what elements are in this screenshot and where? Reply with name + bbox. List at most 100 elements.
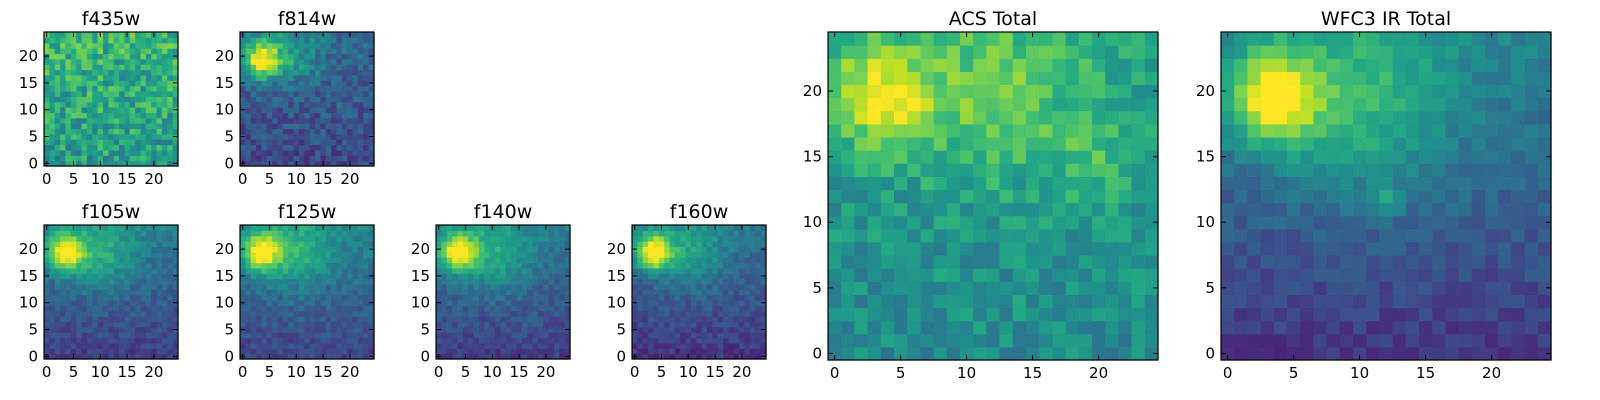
heatmap-cell — [1300, 228, 1314, 243]
heatmap-cell — [325, 257, 332, 264]
heatmap-cell — [240, 321, 246, 328]
heatmap-cell — [1445, 215, 1460, 230]
heatmap-cell — [1445, 333, 1460, 348]
heatmap-cell — [161, 348, 168, 355]
heatmap-cell — [1287, 163, 1301, 177]
heatmap-cell — [76, 251, 83, 258]
heatmap-cell — [494, 289, 501, 296]
heatmap-cell — [973, 202, 987, 217]
heatmap-cell — [266, 337, 273, 344]
heatmap-cell — [113, 101, 120, 108]
heatmap-cell — [462, 348, 469, 355]
heatmap-cell — [368, 112, 375, 119]
heatmap-cell — [245, 251, 252, 258]
heatmap-cell — [65, 80, 72, 87]
heatmap-cell — [527, 348, 534, 355]
heatmap-cell — [907, 255, 921, 269]
heatmap-cell — [156, 149, 163, 156]
heatmap-cell — [1234, 241, 1248, 256]
heatmap-cell — [867, 346, 882, 361]
heatmap-cell — [1537, 228, 1552, 243]
heatmap-cell — [960, 281, 974, 295]
heatmap-cell — [1078, 150, 1093, 164]
heatmap-cell — [315, 251, 321, 258]
heatmap-cell — [293, 235, 300, 242]
heatmap-cell — [161, 337, 168, 344]
heatmap-cell — [446, 342, 453, 349]
heatmap-cell — [240, 337, 246, 344]
heatmap-cell — [494, 246, 501, 253]
heatmap-cell — [537, 273, 544, 280]
heatmap-cell — [124, 74, 131, 81]
heatmap-cell — [347, 246, 354, 253]
heatmap-cell — [653, 353, 660, 360]
heatmap-cell — [653, 321, 660, 328]
heatmap-cell — [368, 230, 375, 237]
heatmap-cell — [250, 160, 257, 167]
heatmap-cell — [436, 316, 442, 323]
heatmap-cell — [240, 37, 246, 44]
heatmap-cell — [505, 289, 512, 296]
heatmap-cell — [854, 241, 869, 256]
heatmap-cell — [304, 90, 311, 97]
heatmap-cell — [44, 96, 50, 103]
heatmap-cell — [685, 342, 692, 349]
heatmap-cell — [113, 149, 120, 156]
heatmap-cell — [368, 139, 375, 146]
heatmap-cell — [457, 348, 464, 355]
heatmap-cell — [701, 273, 708, 280]
heatmap-cell — [478, 246, 485, 253]
heatmap-cell — [60, 321, 67, 328]
heatmap-cell — [108, 32, 115, 38]
heatmap-cell — [272, 348, 279, 355]
heatmap-cell — [960, 110, 974, 125]
heatmap-cell — [309, 326, 316, 333]
heatmap-cell — [320, 348, 327, 355]
heatmap-cell — [70, 64, 77, 71]
heatmap-cell — [854, 150, 869, 164]
heatmap-cell — [113, 48, 120, 55]
heatmap-cell — [484, 241, 491, 248]
heatmap-cell — [685, 294, 692, 301]
heatmap-cell — [920, 320, 935, 335]
heatmap-cell — [44, 85, 50, 92]
y-tick-label: 20 — [215, 240, 234, 258]
heatmap-cell — [102, 300, 109, 306]
heatmap-cell — [669, 316, 676, 323]
heatmap-cell — [92, 90, 99, 97]
heatmap-cell — [1065, 215, 1080, 230]
heatmap-cell — [320, 53, 327, 60]
heatmap-cell — [1131, 45, 1146, 59]
heatmap-cell — [288, 348, 295, 355]
heatmap-cell — [744, 225, 751, 231]
heatmap-cell — [272, 96, 279, 103]
heatmap-cell — [674, 353, 681, 360]
heatmap-cell — [54, 37, 61, 44]
heatmap-cell — [124, 337, 131, 344]
heatmap-cell — [298, 332, 305, 339]
heatmap-cell — [1313, 202, 1328, 217]
heatmap-cell — [653, 310, 660, 317]
heatmap-cell — [304, 160, 311, 167]
heatmap-cell — [119, 342, 125, 349]
heatmap-cell — [357, 326, 364, 333]
heatmap-cell — [60, 90, 67, 97]
heatmap-cell — [250, 321, 257, 328]
heatmap-cell — [129, 316, 136, 323]
heatmap-cell — [564, 289, 571, 296]
heatmap-cell — [256, 241, 263, 248]
heatmap-cell — [282, 230, 289, 237]
heatmap-cell — [261, 337, 268, 344]
heatmap-cell — [161, 139, 168, 146]
heatmap-cell — [129, 300, 136, 306]
heatmap-cell — [352, 251, 359, 258]
heatmap-cell — [54, 144, 61, 151]
heatmap-cell — [986, 136, 1001, 151]
heatmap-cell — [304, 332, 311, 339]
heatmap-cell — [1039, 32, 1053, 46]
heatmap-cell — [452, 326, 459, 333]
heatmap-cell — [1313, 333, 1328, 348]
heatmap-cell — [494, 342, 501, 349]
heatmap-cell — [304, 267, 311, 274]
heatmap-cell — [282, 74, 289, 81]
